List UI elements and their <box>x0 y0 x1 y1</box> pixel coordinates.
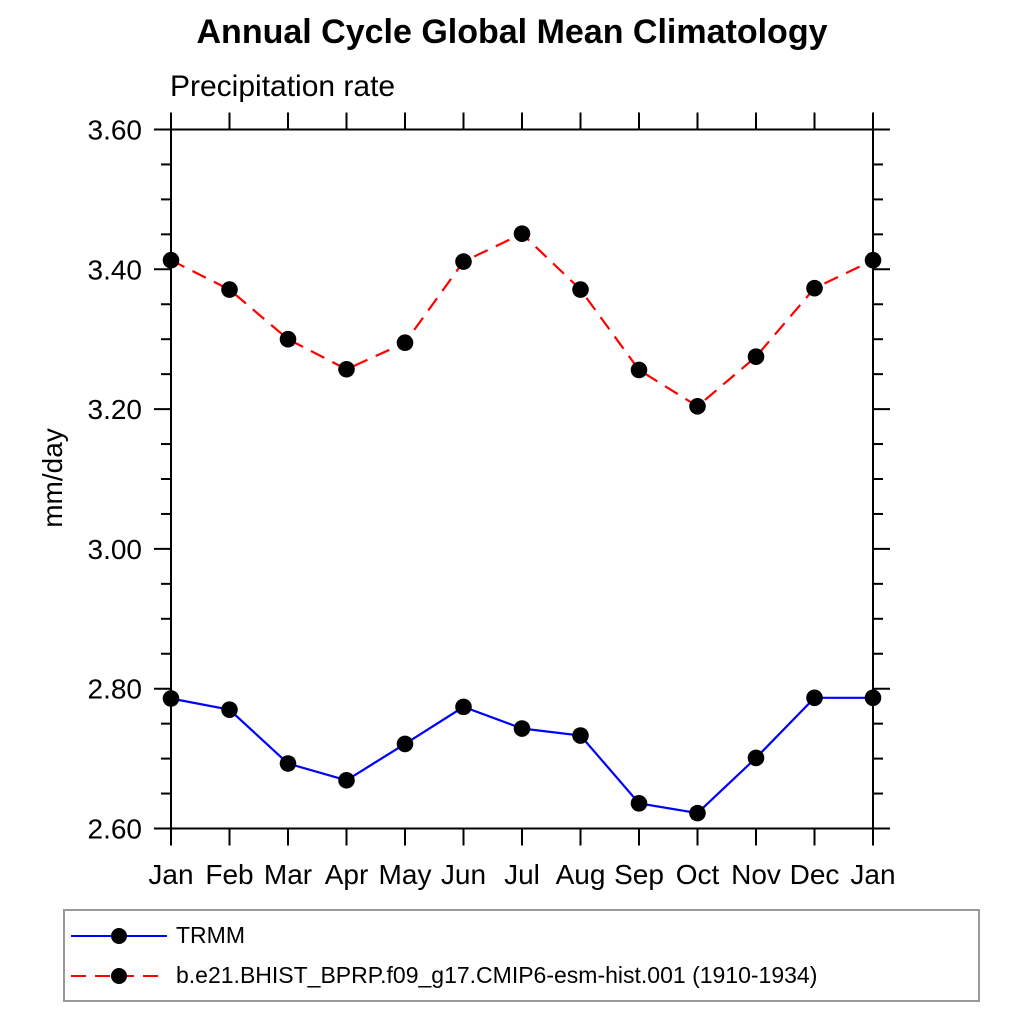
x-tick-label: Apr <box>325 859 369 890</box>
y-tick-label: 3.00 <box>88 534 143 565</box>
chart-subtitle: Precipitation rate <box>170 70 396 103</box>
x-tick-label: Nov <box>731 859 781 890</box>
legend-item-model: b.e21.BHIST_BPRP.f09_g17.CMIP6-esm-hist.… <box>65 956 978 996</box>
trmm-line-sample <box>71 927 167 944</box>
chart-title: Annual Cycle Global Mean Climatology <box>196 13 828 51</box>
series-1-marker <box>162 251 180 269</box>
series-1-marker <box>338 360 355 378</box>
series-1-marker <box>455 253 472 270</box>
trmm-sample-marker-icon <box>111 927 127 944</box>
series-1-marker <box>806 279 823 297</box>
series-1-marker <box>864 251 882 269</box>
series-0-marker <box>513 720 531 737</box>
legend-label-trmm: TRMM <box>176 922 245 948</box>
series-0-marker <box>221 701 238 718</box>
series-1-marker <box>396 334 414 351</box>
x-tick-label: Jan <box>148 859 193 890</box>
x-tick-label: Aug <box>556 859 606 890</box>
x-tick-label: Feb <box>205 859 253 890</box>
x-tick-label: Sep <box>614 859 664 890</box>
x-tick-label: Jan <box>850 859 895 890</box>
series-line-0 <box>170 696 873 815</box>
x-tick-label: Mar <box>264 859 312 890</box>
series-1-marker <box>221 281 238 298</box>
series-0-marker <box>806 689 823 707</box>
model-sample-marker-icon <box>111 967 127 984</box>
y-tick-label: 3.60 <box>88 115 143 146</box>
y-tick-label: 3.20 <box>88 394 143 425</box>
legend-item-trmm: TRMM <box>65 916 978 956</box>
series-0-marker <box>689 804 706 822</box>
y-tick-label: 3.40 <box>88 254 143 285</box>
series-0-marker <box>162 690 180 707</box>
x-tick-label: Jun <box>441 859 486 890</box>
y-tick-label: 2.80 <box>88 674 143 705</box>
x-tick-label: Jul <box>504 859 540 890</box>
series-0-marker <box>747 749 765 767</box>
series-1-marker <box>747 348 765 365</box>
series-0-marker <box>864 689 882 707</box>
y-tick-label: 2.60 <box>88 814 143 845</box>
x-tick-label: Dec <box>790 859 840 890</box>
model-line-sample <box>71 967 167 984</box>
series-1-marker <box>513 225 531 242</box>
series-0-marker <box>572 727 589 744</box>
x-tick-label: Oct <box>676 859 720 890</box>
x-tick-label: May <box>379 859 432 890</box>
series-0-marker <box>630 795 648 812</box>
series-line-1 <box>170 232 874 408</box>
series-1-marker <box>630 361 648 379</box>
legend: TRMM b.e21.BHIST_BPRP.f09_g17.CMIP6-esm-… <box>63 909 980 1002</box>
series-0-marker <box>455 698 472 716</box>
series-1-marker <box>689 398 706 415</box>
series-0-marker <box>396 735 414 753</box>
series-1-marker <box>572 281 589 298</box>
series-1-marker <box>279 330 297 348</box>
series-0-marker <box>338 771 355 789</box>
series-0-marker <box>279 755 297 772</box>
legend-label-model: b.e21.BHIST_BPRP.f09_g17.CMIP6-esm-hist.… <box>176 962 818 988</box>
